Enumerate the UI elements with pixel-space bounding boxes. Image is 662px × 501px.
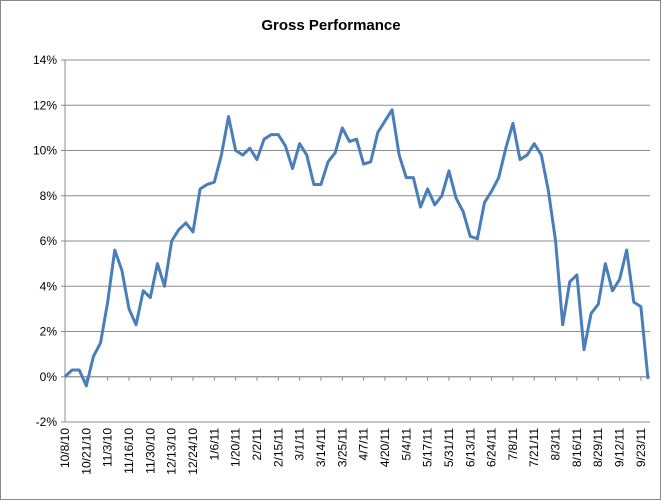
x-tick-label: 5/31/11 <box>442 428 456 467</box>
x-tick-label: 1/20/11 <box>229 428 243 467</box>
y-tick-label: -2% <box>36 415 58 429</box>
x-tick-label: 12/13/10 <box>165 428 179 475</box>
x-tick-label: 4/7/11 <box>357 428 371 461</box>
x-tick-label: 3/1/11 <box>293 428 307 461</box>
x-tick-label: 10/8/10 <box>58 428 72 468</box>
x-tick-label: 2/2/11 <box>250 428 264 461</box>
y-tick-label: 2% <box>40 325 58 339</box>
y-tick-label: 4% <box>40 279 58 293</box>
x-tick-label: 6/24/11 <box>485 428 499 467</box>
x-tick-label: 10/21/10 <box>79 428 93 475</box>
x-tick-label: 3/25/11 <box>335 428 349 467</box>
x-tick-label: 5/17/11 <box>421 428 435 467</box>
x-tick-label: 8/3/11 <box>549 428 563 461</box>
x-tick-label: 8/16/11 <box>570 428 584 467</box>
x-tick-label: 4/20/11 <box>378 428 392 467</box>
x-tick-label: 9/12/11 <box>613 428 627 467</box>
x-tick-label: 11/16/10 <box>122 428 136 474</box>
x-tick-label: 2/15/11 <box>271 428 285 467</box>
x-tick-label: 8/29/11 <box>591 428 605 467</box>
x-tick-label: 7/8/11 <box>506 428 520 461</box>
x-tick-label: 12/24/10 <box>186 428 200 475</box>
x-tick-label: 11/3/10 <box>101 428 115 467</box>
y-tick-label: 10% <box>33 144 57 158</box>
x-tick-label: 11/30/10 <box>143 428 157 474</box>
x-tick-label: 1/6/11 <box>207 428 221 461</box>
x-tick-label: 9/23/11 <box>634 428 648 467</box>
y-tick-label: 8% <box>40 189 58 203</box>
x-tick-label: 3/14/11 <box>314 428 328 467</box>
x-tick-label: 5/4/11 <box>399 428 413 461</box>
x-tick-label: 7/21/11 <box>527 428 541 467</box>
y-tick-label: 6% <box>40 234 58 248</box>
data-line <box>63 108 650 388</box>
x-tick-label: 6/13/11 <box>463 428 477 467</box>
chart-title: Gross Performance <box>261 17 400 34</box>
y-tick-label: 14% <box>33 53 57 67</box>
y-tick-label: 0% <box>40 370 58 384</box>
y-tick-label: 12% <box>33 98 57 112</box>
